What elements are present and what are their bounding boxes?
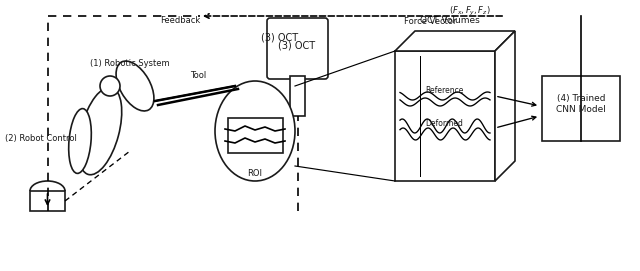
Circle shape: [100, 76, 120, 96]
FancyBboxPatch shape: [267, 18, 328, 79]
FancyBboxPatch shape: [542, 76, 620, 141]
Text: Reference: Reference: [425, 86, 463, 95]
Bar: [290, 76, 305, 116]
Ellipse shape: [215, 81, 295, 181]
Text: (4) Trained
CNN Model: (4) Trained CNN Model: [556, 94, 606, 114]
FancyBboxPatch shape: [30, 191, 65, 211]
Text: (3) OCT: (3) OCT: [261, 33, 299, 43]
Text: Deformed: Deformed: [425, 119, 463, 128]
Polygon shape: [395, 31, 515, 51]
Text: $(F_x, F_y, F_z)$: $(F_x, F_y, F_z)$: [449, 4, 491, 18]
Bar: [228, 118, 283, 153]
Bar: [395, 51, 495, 181]
Text: Tool: Tool: [190, 71, 206, 80]
Text: (2) Robot Control: (2) Robot Control: [5, 134, 77, 143]
Ellipse shape: [116, 61, 154, 111]
Text: Force Vector: Force Vector: [404, 17, 456, 26]
Text: ROI: ROI: [248, 169, 262, 178]
Ellipse shape: [68, 109, 92, 173]
Text: OCT Volumes: OCT Volumes: [420, 16, 480, 25]
Polygon shape: [495, 31, 515, 181]
Text: (3) OCT: (3) OCT: [278, 41, 316, 51]
Text: Feedback: Feedback: [160, 16, 200, 25]
Ellipse shape: [78, 87, 122, 175]
Text: (1) Robotic System: (1) Robotic System: [90, 59, 170, 68]
